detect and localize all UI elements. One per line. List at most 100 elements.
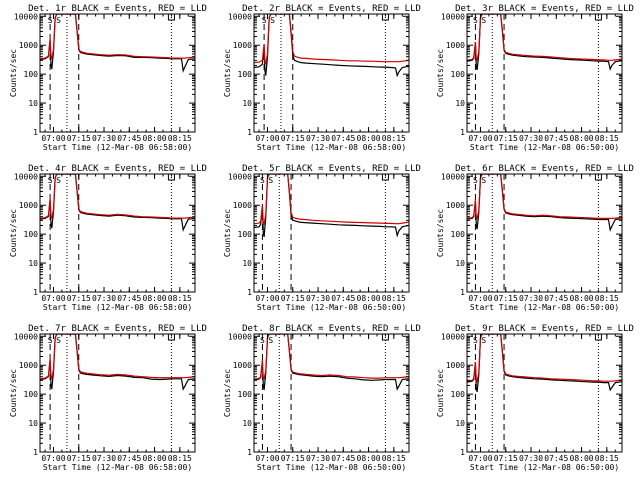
y-tick-label: 1000 <box>19 41 38 50</box>
x-tick-label: 08:00 <box>570 134 594 143</box>
y-axis-label: Counts/sec <box>9 49 18 97</box>
y-tick-label: 10000 <box>228 12 252 21</box>
y-tick-label: 10 <box>242 259 252 268</box>
x-tick-label: 07:15 <box>281 294 305 303</box>
x-tick-label: 07:00 <box>41 294 65 303</box>
x-tick-label: 08:00 <box>570 294 594 303</box>
x-axis-label: Start Time (12-Mar-08 06:50:00) <box>257 463 406 472</box>
panel-6: Det. 6r BLACK = Events, RED = LLD S S 1 10 10… <box>436 164 634 312</box>
marker-label: S <box>262 16 267 25</box>
y-tick-label: 1 <box>33 288 38 297</box>
y-tick-label: 100 <box>238 390 253 399</box>
y-tick-label: 10 <box>455 419 465 428</box>
x-tick-label: 07:00 <box>255 134 279 143</box>
x-axis-label: Start Time (12-Mar-08 06:58:00) <box>43 303 192 312</box>
y-axis-label: Counts/sec <box>9 209 18 257</box>
marker-label: S <box>473 16 478 25</box>
series-lld-line <box>254 174 409 226</box>
x-tick-label: 07:45 <box>544 134 568 143</box>
x-tick-label: 08:15 <box>595 134 619 143</box>
plot-frame <box>466 333 623 453</box>
y-tick-label: 10000 <box>14 172 38 181</box>
panel-title: Det. 3r BLACK = Events, RED = LLD <box>455 4 634 14</box>
y-tick-label: 10 <box>242 99 252 108</box>
x-tick-label: 08:15 <box>595 294 619 303</box>
x-tick-label: 07:30 <box>306 294 330 303</box>
y-tick-label: 10000 <box>14 332 38 341</box>
x-tick-label: 07:00 <box>468 454 492 463</box>
marker-label: S <box>260 176 265 185</box>
panel-title: Det. 5r BLACK = Events, RED = LLD <box>242 164 421 174</box>
y-tick-label: 100 <box>238 70 253 79</box>
plot-frame <box>39 13 196 133</box>
x-tick-label: 07:00 <box>468 134 492 143</box>
x-tick-label: 08:00 <box>143 454 167 463</box>
x-tick-label: 07:00 <box>41 454 65 463</box>
y-tick-label: 100 <box>451 70 466 79</box>
marker-label: S <box>48 16 53 25</box>
x-tick-label: 07:15 <box>67 454 91 463</box>
series-lld-line <box>254 334 409 380</box>
marker-label: S <box>481 336 486 345</box>
x-axis-label: Start Time (12-Mar-08 06:58:00) <box>43 463 192 472</box>
x-tick-label: 08:15 <box>168 454 192 463</box>
x-tick-label: 08:00 <box>143 134 167 143</box>
y-tick-label: 100 <box>451 230 466 239</box>
y-tick-label: 1 <box>460 288 465 297</box>
y-axis-label: Counts/sec <box>436 209 445 257</box>
y-tick-label: 1000 <box>19 201 38 210</box>
y-axis-label: Counts/sec <box>223 209 232 257</box>
x-tick-label: 07:45 <box>331 454 355 463</box>
y-tick-label: 1000 <box>233 361 252 370</box>
panel-7: Det. 7r BLACK = Events, RED = LLD S S 1 10 10… <box>9 324 207 472</box>
series-lld-line <box>467 14 622 62</box>
y-tick-label: 1000 <box>19 361 38 370</box>
panel-title: Det. 7r BLACK = Events, RED = LLD <box>28 324 207 334</box>
y-tick-label: 1000 <box>233 41 252 50</box>
y-tick-label: 1 <box>460 128 465 137</box>
marker-label: S <box>473 336 478 345</box>
y-tick-label: 1 <box>247 448 252 457</box>
x-tick-label: 07:30 <box>92 294 116 303</box>
y-axis-label: Counts/sec <box>223 49 232 97</box>
plot-frame <box>466 13 623 133</box>
x-tick-label: 07:00 <box>255 294 279 303</box>
x-axis-label: Start Time (12-Mar-08 06:58:00) <box>257 143 406 152</box>
plot-frame <box>466 173 623 293</box>
y-tick-label: 10 <box>455 99 465 108</box>
plot-frame <box>253 13 410 133</box>
y-tick-label: 1 <box>460 448 465 457</box>
marker-label: S <box>481 176 486 185</box>
y-tick-label: 100 <box>24 70 39 79</box>
y-tick-label: 10 <box>28 99 38 108</box>
y-tick-label: 10000 <box>441 172 465 181</box>
y-tick-label: 10 <box>28 259 38 268</box>
panel-title: Det. 1r BLACK = Events, RED = LLD <box>28 4 207 14</box>
y-tick-label: 10000 <box>441 332 465 341</box>
y-tick-label: 10000 <box>14 12 38 21</box>
plot-frame <box>39 173 196 293</box>
x-tick-label: 07:00 <box>255 454 279 463</box>
marker-label: S <box>48 336 53 345</box>
panel-3: Det. 3r BLACK = Events, RED = LLD S S 1 10 10… <box>436 4 634 152</box>
y-tick-label: 1000 <box>446 361 465 370</box>
panel-5: Det. 5r BLACK = Events, RED = LLD S S 1 10 10… <box>223 164 421 312</box>
y-tick-label: 10 <box>28 419 38 428</box>
panel-4: Det. 4r BLACK = Events, RED = LLD S S 1 10 10… <box>9 164 207 312</box>
panel-title: Det. 8r BLACK = Events, RED = LLD <box>242 324 421 334</box>
x-tick-label: 07:45 <box>331 294 355 303</box>
x-axis-label: Start Time (12-Mar-08 06:50:00) <box>470 143 619 152</box>
x-tick-label: 07:15 <box>494 134 518 143</box>
panel-1: Det. 1r BLACK = Events, RED = LLD S S 1 10 10… <box>9 4 207 152</box>
series-lld-line <box>40 14 195 60</box>
x-tick-label: 07:30 <box>92 454 116 463</box>
marker-label: S <box>56 16 61 25</box>
x-axis-label: Start Time (12-Mar-08 06:58:00) <box>43 143 192 152</box>
series-events-line <box>467 334 622 393</box>
x-tick-label: 07:00 <box>41 134 65 143</box>
y-tick-label: 10000 <box>228 332 252 341</box>
x-tick-label: 07:45 <box>331 134 355 143</box>
marker-label: S <box>268 176 273 185</box>
marker-label: S <box>481 16 486 25</box>
panel-title: Det. 9r BLACK = Events, RED = LLD <box>455 324 634 334</box>
